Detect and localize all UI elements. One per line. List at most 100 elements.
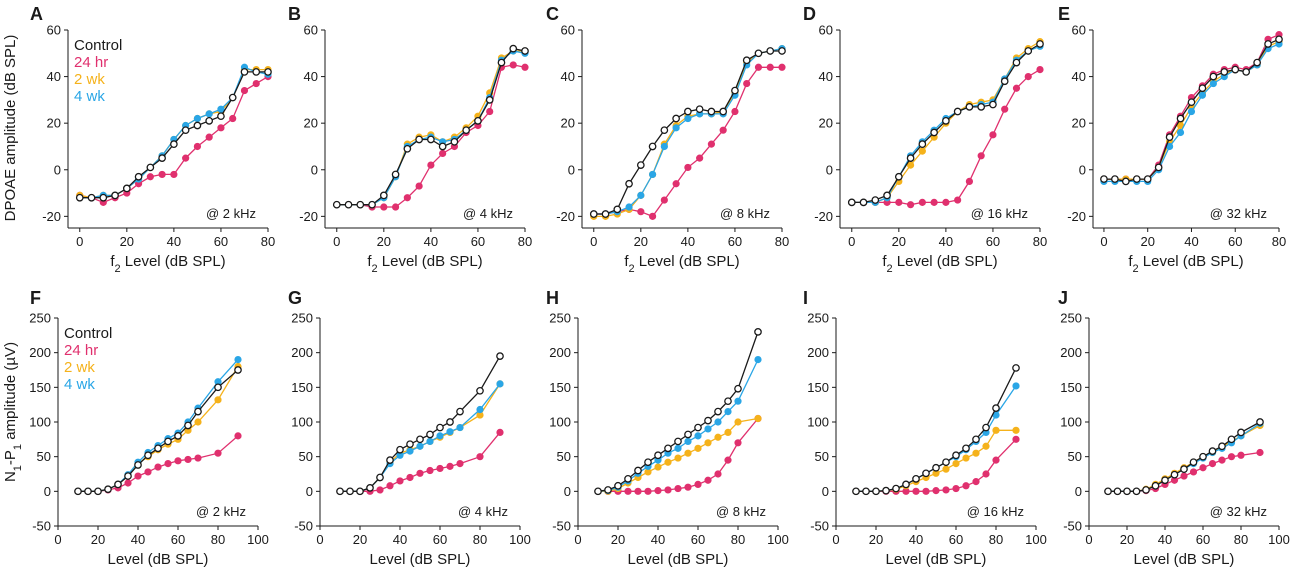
x-tick-label: 40 bbox=[424, 234, 438, 249]
data-point bbox=[436, 432, 444, 440]
data-point bbox=[332, 200, 341, 209]
data-point bbox=[882, 486, 890, 495]
x-tick-label: 80 bbox=[1033, 234, 1047, 249]
data-point bbox=[648, 212, 657, 220]
data-point bbox=[415, 135, 423, 144]
y-tick-label: 60 bbox=[819, 23, 833, 38]
data-point bbox=[485, 96, 494, 104]
data-point bbox=[379, 191, 388, 200]
data-point bbox=[114, 480, 122, 489]
data-point bbox=[240, 68, 249, 76]
y-tick-label: -20 bbox=[42, 209, 61, 224]
data-point bbox=[1199, 464, 1207, 472]
data-point bbox=[625, 179, 633, 188]
x-tick-label: 60 bbox=[214, 234, 228, 249]
data-point bbox=[240, 86, 249, 95]
frequency-label: @ 2 kHz bbox=[206, 206, 256, 221]
data-point bbox=[684, 163, 692, 172]
x-tick-label: 0 bbox=[574, 532, 581, 547]
data-point bbox=[684, 449, 692, 457]
series-24-hr bbox=[590, 63, 786, 220]
data-point bbox=[1264, 40, 1272, 48]
data-point bbox=[456, 407, 464, 416]
panel-letter: C bbox=[546, 4, 559, 24]
series-control bbox=[589, 47, 786, 218]
data-point bbox=[386, 482, 394, 490]
y-tick-label: 150 bbox=[291, 380, 313, 395]
y-tick-label: 60 bbox=[1072, 23, 1086, 38]
data-point bbox=[456, 459, 464, 468]
data-point bbox=[234, 366, 242, 374]
x-tick-label: 80 bbox=[473, 532, 487, 547]
frequency-label: @ 4 kHz bbox=[463, 206, 513, 221]
data-point bbox=[862, 487, 870, 496]
data-point bbox=[719, 126, 727, 134]
data-point bbox=[1209, 72, 1218, 81]
data-point bbox=[193, 114, 202, 123]
data-point bbox=[462, 126, 471, 135]
series-2-wk bbox=[76, 66, 272, 202]
data-point bbox=[252, 68, 261, 76]
data-point bbox=[601, 210, 610, 218]
series-line bbox=[79, 68, 268, 199]
y-tick-label: 150 bbox=[807, 380, 829, 395]
y-tick-label: 200 bbox=[1060, 345, 1082, 360]
data-point bbox=[426, 430, 434, 439]
data-point bbox=[694, 444, 702, 452]
x-tick-label: 100 bbox=[509, 532, 531, 547]
data-point bbox=[1256, 448, 1264, 457]
data-point bbox=[476, 386, 484, 395]
data-point bbox=[912, 487, 920, 495]
data-point bbox=[406, 473, 414, 482]
data-point bbox=[74, 487, 82, 496]
data-point bbox=[707, 107, 716, 116]
data-point bbox=[474, 116, 482, 125]
data-point bbox=[174, 432, 182, 440]
data-point bbox=[497, 58, 506, 67]
series-line bbox=[598, 417, 759, 492]
x-axis-label: Level (dB SPL) bbox=[628, 551, 729, 568]
data-point bbox=[521, 63, 529, 71]
x-tick-label: 40 bbox=[393, 532, 407, 547]
data-point bbox=[1142, 486, 1150, 494]
series-line bbox=[851, 69, 1041, 206]
data-point bbox=[456, 423, 464, 432]
y-tick-label: 40 bbox=[561, 69, 575, 84]
y-tick-label: 0 bbox=[564, 484, 571, 499]
x-tick-label: 40 bbox=[651, 532, 665, 547]
data-point bbox=[228, 93, 237, 102]
data-point bbox=[509, 44, 518, 53]
y-tick-label: 150 bbox=[1060, 380, 1082, 395]
data-point bbox=[486, 107, 494, 116]
y-tick-label: 20 bbox=[561, 116, 575, 131]
x-tick-label: 60 bbox=[986, 234, 1000, 249]
x-tick-label: 0 bbox=[54, 532, 61, 547]
data-point bbox=[124, 472, 132, 480]
x-tick-label: 20 bbox=[892, 234, 906, 249]
data-point bbox=[496, 380, 504, 388]
series-24-hr bbox=[333, 61, 529, 211]
data-point bbox=[778, 63, 786, 71]
y-tick-label: 50 bbox=[815, 449, 829, 464]
y-tick-label: -20 bbox=[299, 209, 318, 224]
row1-ylabel: DPOAE amplitude (dB SPL) bbox=[2, 35, 19, 222]
data-point bbox=[416, 442, 424, 450]
x-axis-label: f2 Level (dB SPL) bbox=[1128, 253, 1243, 275]
data-point bbox=[438, 142, 447, 151]
data-point bbox=[906, 154, 915, 162]
frequency-label: @ 8 kHz bbox=[720, 206, 770, 221]
series-4-wk bbox=[594, 355, 762, 495]
y-tick-label: 100 bbox=[549, 415, 571, 430]
data-point bbox=[450, 137, 459, 146]
x-axis-label: Level (dB SPL) bbox=[886, 551, 987, 568]
x-tick-label: 40 bbox=[909, 532, 923, 547]
data-point bbox=[930, 198, 938, 206]
x-tick-label: 0 bbox=[333, 234, 340, 249]
data-point bbox=[496, 352, 504, 360]
data-point bbox=[174, 457, 182, 465]
data-point bbox=[1036, 40, 1044, 48]
data-point bbox=[724, 428, 732, 436]
x-tick-label: 80 bbox=[518, 234, 532, 249]
